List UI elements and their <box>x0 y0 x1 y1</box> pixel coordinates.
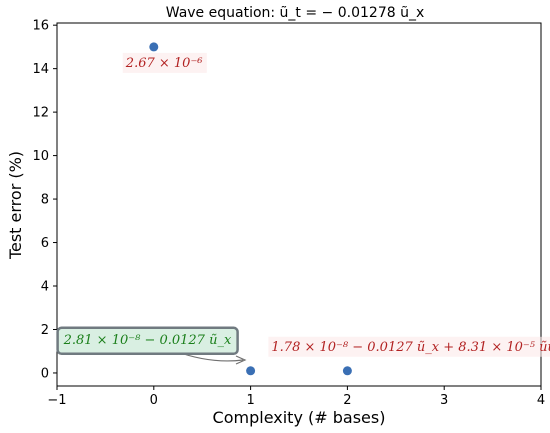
data-point <box>149 42 159 52</box>
x-tick-label: 4 <box>537 393 545 408</box>
y-tick-label: 0 <box>41 366 49 381</box>
point-annotations: 2.67 × 10⁻⁶ 2.81 × 10⁻⁸ − 0.0127 ũ_x 1.78 … <box>56 52 550 357</box>
x-tick-label: 2 <box>343 393 351 408</box>
annotation-bg <box>122 52 207 73</box>
y-tick-label: 8 <box>41 193 49 208</box>
x-tick-label: 0 <box>150 393 158 408</box>
annotation-bg <box>268 336 550 357</box>
y-axis-label: Test error (%) <box>6 151 25 260</box>
point-annotation-label: 2.81 × 10⁻⁸ − 0.0127 ũ_x <box>63 333 232 348</box>
y-tick-label: 14 <box>32 62 49 77</box>
data-points <box>149 42 352 376</box>
y-tick-label: 10 <box>32 149 49 164</box>
y-tick-label: 12 <box>32 106 49 121</box>
plot-area <box>56 22 542 387</box>
point-annotation-label: 1.78 × 10⁻⁸ − 0.0127 ũ_x + 8.31 × 10⁻⁵ ũ… <box>271 340 550 355</box>
y-tick-label: 2 <box>41 323 49 338</box>
y-tick-label: 16 <box>32 19 49 34</box>
x-tick-label: 1 <box>246 393 254 408</box>
annotation-arrowhead <box>235 355 247 365</box>
chart-title: Wave equation: ũ_t = − 0.01278 ũ_x <box>166 5 425 21</box>
annotation-box <box>56 326 239 356</box>
y-axis: 0 2 4 6 8 10 12 14 16 <box>32 19 57 381</box>
x-axis-label: Complexity (# bases) <box>213 408 386 427</box>
y-tick-label: 4 <box>41 280 49 295</box>
data-point <box>342 366 352 376</box>
point-annotation-label: 2.67 × 10⁻⁶ <box>125 56 203 71</box>
data-point <box>246 366 256 376</box>
x-tick-label: −1 <box>47 393 66 408</box>
x-tick-label: 3 <box>440 393 448 408</box>
y-tick-label: 6 <box>41 236 49 251</box>
x-axis: −1 0 1 2 3 4 <box>47 386 545 408</box>
